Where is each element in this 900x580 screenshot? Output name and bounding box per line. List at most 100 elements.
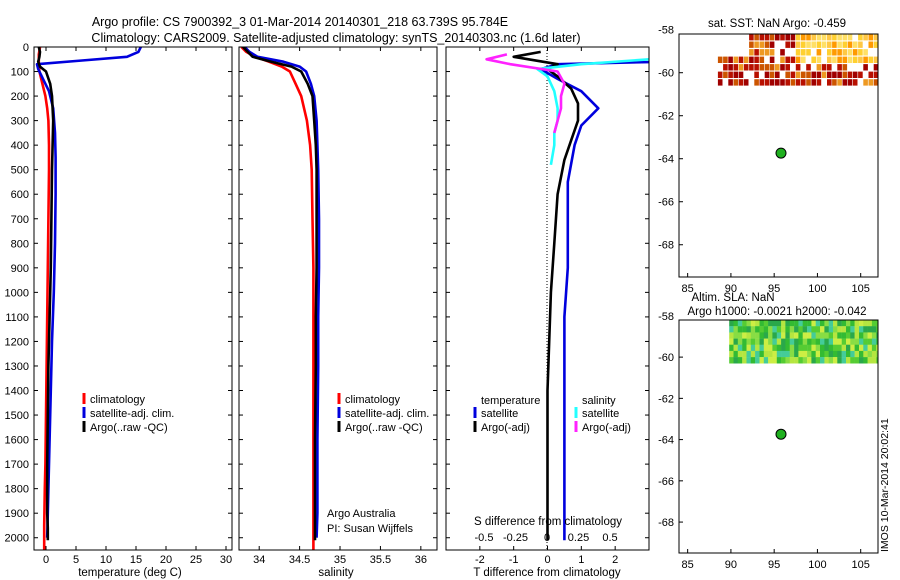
depth-tick-label: 500 [11,165,29,177]
sst-cell [801,79,806,86]
difference-series-1 [512,50,580,541]
sst-cell [832,49,837,56]
sla-cell [846,326,851,333]
sla-cell [742,344,747,352]
difference-xtick-label: -1 [509,554,519,566]
sla-cell [750,357,756,364]
sst-cell [832,79,837,86]
sla-cell [824,350,829,358]
sst-cell [847,71,853,78]
sla-cell [802,320,808,327]
sla-cell [768,320,773,327]
temperature-lines [35,47,142,550]
sla-cell [768,344,773,352]
sla_map-ytick-label: -58 [658,311,674,323]
sst-map-panel: sat. SST: NaN Argo: -0.459 85 90 95 100 105 -… [658,18,879,295]
sst-cell [733,71,739,78]
sla-cell [776,350,782,358]
sla-cell [785,344,790,352]
sla-cell [807,338,812,345]
sla-cell [802,338,808,345]
sst-cell [795,64,801,71]
sst-cell [832,34,837,41]
sla-cell [854,326,860,333]
sla-cell [820,344,825,352]
sst-cell [754,49,759,56]
sla_map-xtick-label: 100 [808,559,826,571]
salinity-legend-climatology: climatology [345,394,401,406]
sla-cell [737,344,743,352]
temperature-xtick-label: 30 [220,554,232,566]
sla-cell [833,338,838,345]
sla-cell [763,350,769,358]
sla_map-xtick-label: 95 [768,559,780,571]
sla-cell [807,357,812,364]
sst-cell [743,64,749,71]
salinity-axes: 34 34.5 35 35.5 36 [239,46,437,566]
sst_map-ytick-label: -68 [658,240,674,252]
sst-cell [858,49,863,56]
difference-top-tick-label: -0.5 [475,532,494,544]
sla-cell [867,332,873,339]
difference-xlabel: T difference from climatology [473,567,620,579]
sst-cell [749,34,754,41]
sla-cell [729,357,734,364]
sst-cell [827,34,832,41]
sst-cell [873,34,878,41]
sst-cell [795,71,801,78]
sla-cell [798,320,803,327]
sla-cell [824,338,829,345]
sst-cell [795,34,801,41]
sst-cell [759,34,765,41]
sla-cell [846,350,851,358]
sla-cell [863,338,868,345]
sla-cell [850,344,855,352]
sst-cell [827,56,832,63]
temperature-xtick-label: 20 [160,554,172,566]
temperature-legend-satellite: satellite-adj. clim. [90,408,174,420]
sla-cell [729,326,734,333]
sla-cell [742,320,747,327]
sla-cell [867,350,873,358]
sla-cell [755,320,760,327]
sla-cell [854,338,860,345]
depth-tick-label: 0 [23,42,29,54]
sst-cell [785,34,790,41]
sla-cell [871,326,877,333]
sla-cell [876,344,878,352]
sla-cell [828,326,834,333]
sst-cell [749,41,754,48]
sla-cell [802,344,808,352]
sla-cell [846,332,851,339]
sla_map-xtick-label: 105 [852,559,870,571]
sla-cell [772,350,777,358]
sla-cell [815,320,821,327]
salinity-legend: climatology satellite-adj. clim. Argo(..… [337,393,429,434]
sla-cell [794,332,799,339]
sst-cell [728,64,733,71]
difference-top-tick-label: 0.5 [602,532,617,544]
sst-cell [847,79,853,86]
sla-cell [824,326,829,333]
salinity-series-0 [240,47,315,550]
temperature-series-2 [36,47,55,541]
sst-cell [717,71,723,78]
sst-cell [816,64,822,71]
sst-cell [837,41,842,48]
sst-cell [811,79,816,86]
depth-tick-label: 1500 [5,410,29,422]
sla-cell [828,320,834,327]
sla-cell [781,332,786,339]
sst-cell [847,49,853,56]
sla-cell [824,357,829,364]
sla-cell [733,326,739,333]
depth-tick-label: 800 [11,238,29,250]
sla-cell [859,344,864,352]
sla-cell [871,332,877,339]
temperature-panel: 0 5 10 15 20 25 300100200300400500600700800900… [5,42,233,579]
salinity-xtick-label: 35.5 [370,554,391,566]
sla-cell [772,357,777,364]
sla-cell [802,350,808,358]
sla-cell [789,344,795,352]
sla-cell [867,338,873,345]
